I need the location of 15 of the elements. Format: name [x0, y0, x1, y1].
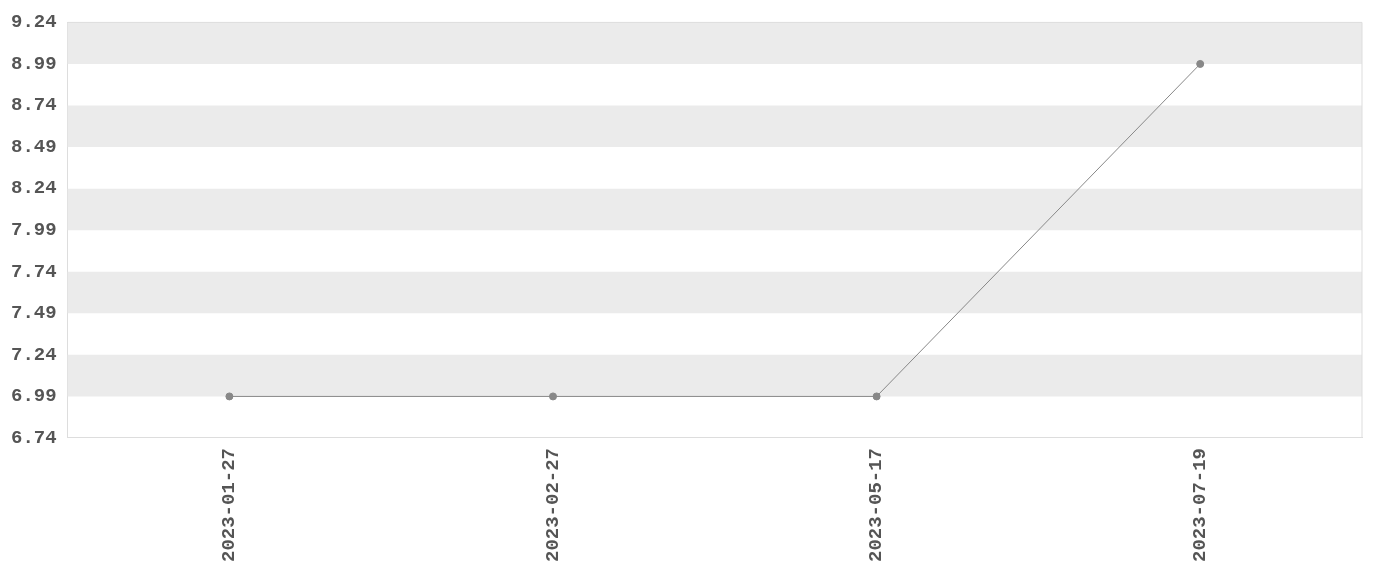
y-tick-label: 8.99 — [11, 52, 57, 75]
y-tick-label: 8.24 — [11, 177, 57, 200]
y-tick-label: 7.49 — [11, 302, 57, 325]
y-tick-label: 8.74 — [11, 94, 57, 117]
x-tick-label: 2023-07-19 — [1188, 447, 1211, 563]
y-tick-label: 9.24 — [11, 11, 57, 34]
y-tick-label: 6.74 — [11, 426, 57, 449]
y-tick-label: 6.99 — [11, 385, 57, 408]
x-tick-label: 2023-02-27 — [541, 447, 564, 563]
y-tick-label: 7.24 — [11, 343, 57, 366]
x-tick-label: 2023-01-27 — [218, 447, 241, 563]
y-tick-label: 8.49 — [11, 135, 57, 158]
y-tick-label: 7.99 — [11, 218, 57, 241]
x-tick-label: 2023-05-17 — [865, 447, 888, 563]
y-tick-label: 7.74 — [11, 260, 57, 283]
